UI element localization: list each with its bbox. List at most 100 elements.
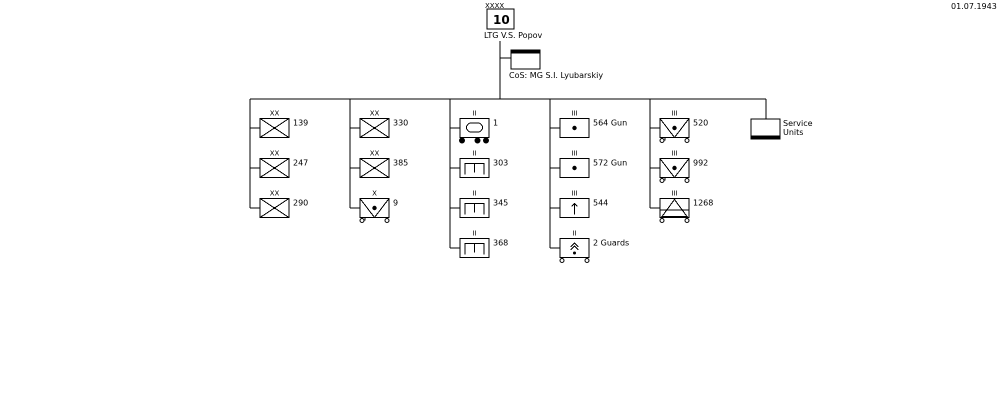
unit-node: XX 290	[250, 190, 308, 218]
unit-label: 368	[493, 239, 508, 248]
unit-node: XX 139	[250, 110, 308, 138]
unit-label: 139	[293, 119, 308, 128]
antiaircraft-triangle	[661, 198, 688, 217]
army-echelon-marker: XXXX	[485, 2, 504, 10]
wheel-icon	[659, 178, 665, 183]
chief-of-staff: CoS: MG S.I. Lyubarskiy	[509, 71, 603, 80]
unit-node: XX 247	[250, 150, 308, 178]
echelon-marker: XX	[270, 110, 280, 118]
wheel-icon	[584, 258, 590, 263]
wheel-icon	[384, 218, 390, 223]
unit-column-1: XX 139 XX 247 XX 290	[249, 99, 308, 218]
unit-node: XX 330	[350, 110, 408, 138]
antitank-chevron	[659, 158, 690, 179]
unit-frame	[459, 118, 490, 138]
wheel-icon	[659, 138, 665, 143]
unit-frame	[459, 158, 490, 178]
unit-frame	[259, 158, 290, 178]
unit-label: 385	[393, 159, 408, 168]
echelon-marker: X	[372, 190, 377, 198]
unit-frame	[259, 118, 290, 138]
unit-label: 247	[293, 159, 308, 168]
unit-frame	[259, 198, 290, 218]
echelon-marker: II	[572, 230, 576, 238]
echelon-marker: II	[472, 230, 476, 238]
unit-node: II 2 Guards	[550, 230, 629, 263]
artillery-dot	[572, 165, 577, 171]
unit-node: III 572 Gun	[550, 150, 627, 178]
service-units-box	[750, 118, 781, 139]
echelon-marker: II	[472, 190, 476, 198]
unit-node: II 345	[450, 190, 508, 218]
rocket-chevron	[570, 245, 579, 251]
echelon-marker: III	[671, 110, 677, 118]
armor-oval	[466, 122, 483, 133]
infantry-cross-line	[359, 118, 390, 138]
echelon-marker: XX	[370, 150, 380, 158]
unit-frame	[559, 238, 590, 258]
echelon-marker: XX	[270, 190, 280, 198]
unit-frame	[559, 158, 590, 178]
artillery-dot	[672, 125, 677, 131]
unit-label: 1	[493, 119, 498, 128]
unit-label: 544	[593, 199, 608, 208]
unit-label: 303	[493, 159, 508, 168]
infantry-cross-line	[259, 158, 290, 178]
wheel-icon	[684, 178, 690, 183]
service-label-line2: Units	[783, 128, 803, 137]
unit-node: III 992	[650, 150, 708, 183]
unit-frame	[559, 118, 590, 138]
unit-frame	[459, 198, 490, 218]
unit-label: 9	[393, 199, 398, 208]
unit-frame	[359, 118, 390, 138]
unit-column-3: II 1 II 303 II 345 II 368	[449, 99, 508, 258]
unit-node: X9	[350, 190, 398, 223]
antitank-chevron	[659, 118, 690, 139]
unit-node: II 303	[450, 150, 508, 178]
train-wheel-icon	[474, 137, 481, 144]
unit-column-5: III 520 III 992 III 1268	[649, 99, 713, 223]
unit-node: III 564 Gun	[550, 110, 627, 138]
unit-frame	[659, 198, 690, 218]
service-units-box-bar	[750, 135, 781, 140]
echelon-marker: XX	[270, 150, 280, 158]
unit-label: 572 Gun	[593, 159, 627, 168]
wheel-icon	[684, 218, 690, 223]
infantry-cross-line	[359, 158, 390, 178]
mortar-arrow-head	[571, 202, 578, 207]
train-wheel-icon	[459, 137, 465, 144]
artillery-dot	[672, 165, 677, 171]
unit-node: III 520	[650, 110, 708, 143]
date-label: 01.07.1943	[951, 2, 997, 11]
artillery-dot	[372, 205, 377, 211]
unit-frame	[359, 158, 390, 178]
echelon-marker: II	[472, 110, 476, 118]
unit-label: 564 Gun	[593, 119, 627, 128]
unit-columns: XX139XX247XX290XX330XX385X9II1II303II345…	[249, 99, 713, 263]
infantry-cross-line	[259, 118, 290, 138]
army-number: 10	[493, 13, 510, 27]
unit-node: XX 385	[350, 150, 408, 178]
infantry-cross-line	[259, 198, 290, 218]
unit-frame	[459, 238, 490, 258]
unit-label: 992	[693, 159, 708, 168]
artillery-dot	[573, 251, 576, 255]
unit-label: 2 Guards	[593, 239, 629, 248]
echelon-marker: III	[671, 150, 677, 158]
wheel-icon	[659, 218, 665, 223]
echelon-marker: XX	[370, 110, 380, 118]
unit-node: II 368	[450, 230, 508, 258]
echelon-marker: III	[571, 190, 577, 198]
unit-node: III 544	[550, 190, 608, 218]
wheel-icon	[684, 138, 690, 143]
wheel-icon	[559, 258, 565, 263]
echelon-marker: III	[571, 150, 577, 158]
echelon-marker: III	[671, 190, 677, 198]
echelon-marker: III	[571, 110, 577, 118]
train-wheel-icon	[483, 137, 489, 144]
service-label-line1: Service	[783, 119, 813, 128]
artillery-dot	[572, 125, 577, 131]
unit-node: II 1	[450, 110, 498, 144]
